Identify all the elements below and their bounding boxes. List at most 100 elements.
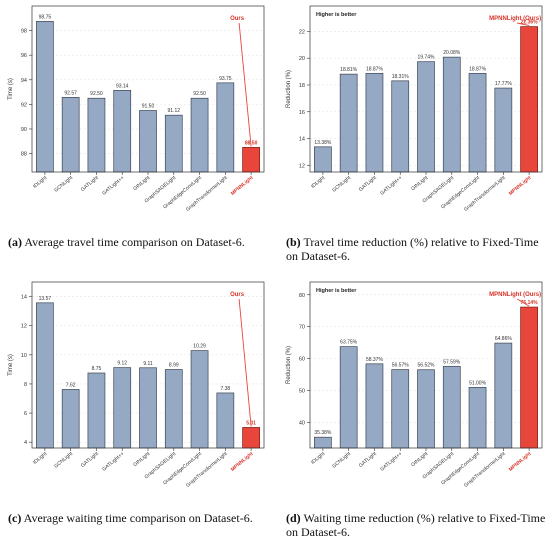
bar-ours: [520, 26, 538, 173]
bar: [468, 72, 487, 173]
annotation-arrow: [516, 298, 530, 307]
x-tick-label: IDLight: [310, 451, 326, 466]
data-label: 8.75: [92, 366, 102, 372]
data-label: 57.59%: [443, 359, 461, 365]
bar: [494, 342, 513, 449]
y-tick-label: 70: [299, 325, 305, 331]
bar: [87, 97, 106, 173]
x-tick-label: MPNNLight: [230, 451, 255, 473]
chart-panel-b: 12 14 16 18 20 22 Reduction (%) 13.38% IDLight 18…: [278, 0, 550, 230]
x-tick-label: GINLight: [410, 451, 429, 469]
data-label: 9.12: [117, 361, 127, 367]
note-label: Higher is better: [316, 12, 357, 18]
x-tick-label: MPNNLight: [230, 175, 255, 197]
bar: [314, 436, 332, 449]
chart-panel-d: 40 50 60 70 80 Reduction (%) 35.38% IDLight 63.7…: [278, 276, 550, 506]
data-label: 91.50: [142, 104, 155, 110]
caption-a: (a) Average travel time comparison on Da…: [8, 235, 274, 249]
y-tick-label: 12: [21, 324, 27, 330]
bar: [391, 369, 410, 449]
data-label: 17.77%: [495, 81, 513, 87]
data-label: 9.11: [143, 361, 153, 367]
y-tick-label: 18: [299, 83, 305, 89]
data-label: 63.75%: [340, 340, 358, 346]
x-tick-label: GATLight: [358, 175, 378, 193]
caption-d: (d) Waiting time reduction (%) relative …: [286, 511, 548, 539]
bar: [339, 346, 358, 449]
y-axis-label: Time (s): [8, 78, 14, 100]
annotation-arrow: [517, 22, 530, 27]
data-label: 18.87%: [366, 66, 384, 72]
bar: [365, 363, 384, 449]
x-tick-label: GATLight: [80, 451, 100, 469]
y-tick-label: 88: [21, 152, 27, 158]
data-label: 13.38%: [314, 140, 332, 146]
y-tick-label: 16: [299, 110, 305, 116]
bar-ours: [242, 427, 260, 449]
data-label: 76.14%: [521, 300, 539, 306]
bar: [61, 389, 80, 449]
bar: [468, 386, 487, 449]
data-label: 18.31%: [392, 74, 410, 80]
y-tick-label: 22: [299, 29, 305, 35]
caption-text: Average travel time comparison on Datase…: [24, 235, 245, 249]
plot-frame: [309, 5, 543, 173]
x-tick-label: GATLight++: [101, 175, 125, 197]
data-label: 92.50: [193, 91, 206, 97]
caption-label: (a): [8, 235, 22, 249]
data-label: 56.57%: [392, 363, 410, 369]
data-label: 64.86%: [495, 336, 513, 342]
caption-text: Travel time reduction (%) relative to Fi…: [286, 235, 539, 263]
bar: [494, 87, 513, 173]
bar-chart: 88 90 92 94 96 98 Time (s) 98.75 IDLight 92.57 GCN…: [8, 5, 265, 213]
bar: [139, 110, 157, 173]
data-label: 91.12: [168, 108, 181, 114]
caption-label: (d): [286, 511, 301, 525]
y-axis-label: Reduction (%): [286, 346, 292, 384]
annotation-label: Ours: [230, 292, 245, 298]
bar: [216, 392, 235, 449]
y-tick-label: 14: [299, 137, 305, 143]
annotation-label: Ours: [230, 16, 245, 22]
bar: [113, 90, 132, 173]
annotation-label: MPNNLight (Ours): [489, 292, 541, 298]
y-tick-label: 90: [21, 127, 27, 133]
y-tick-label: 92: [21, 102, 27, 108]
x-tick-label: GCNLight: [331, 451, 352, 470]
caption-label: (b): [286, 235, 301, 249]
caption-b: (b) Travel time reduction (%) relative t…: [286, 235, 548, 263]
x-tick-label: MPNNLight: [508, 175, 533, 197]
x-tick-label: GATLight++: [379, 451, 403, 473]
bar: [442, 365, 461, 449]
data-label: 19.74%: [418, 55, 436, 61]
data-label: 98.75: [39, 14, 52, 20]
y-tick-label: 94: [21, 78, 27, 84]
bar: [190, 350, 209, 449]
x-tick-label: GATLight++: [379, 175, 403, 197]
y-tick-label: 20: [299, 56, 305, 62]
y-tick-label: 96: [21, 53, 27, 59]
x-tick-label: GCNLight: [331, 175, 352, 194]
x-tick-label: IDLight: [32, 451, 48, 466]
bar-chart: 4 6 8 10 12 14 Time (s) 13.57 IDLight 7.62 GCNLigh…: [8, 281, 265, 489]
plot-frame: [31, 281, 265, 449]
annotation-label: MPNNLight (Ours): [489, 16, 541, 22]
data-label: 93.14: [116, 83, 129, 89]
caption-c: (c) Average waiting time comparison on D…: [8, 511, 274, 525]
bar: [113, 367, 132, 449]
y-tick-label: 6: [24, 411, 27, 417]
bar: [36, 302, 54, 449]
bar: [164, 114, 183, 173]
y-tick-label: 10: [21, 353, 27, 359]
data-label: 92.50: [90, 91, 103, 97]
bar: [417, 369, 435, 449]
data-label: 58.37%: [366, 357, 384, 363]
x-tick-label: IDLight: [310, 175, 326, 190]
caption-text: Waiting time reduction (%) relative to F…: [286, 511, 546, 539]
y-tick-label: 98: [21, 29, 27, 35]
data-label: 7.62: [66, 382, 76, 388]
y-tick-label: 60: [299, 357, 305, 363]
plot-frame: [309, 281, 543, 449]
bar: [391, 80, 410, 173]
y-axis-label: Time (s): [8, 354, 14, 376]
